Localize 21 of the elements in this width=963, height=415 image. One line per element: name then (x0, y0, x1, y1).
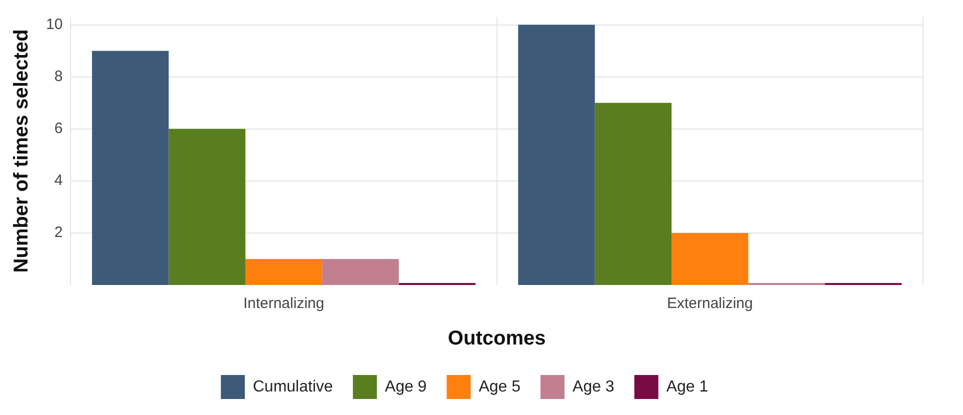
legend-label: Age 1 (666, 378, 708, 396)
y-tick-label: 6 (54, 120, 63, 138)
bar (92, 50, 169, 285)
x-tick-label: Externalizing (666, 295, 753, 312)
bar (168, 128, 246, 285)
bar (245, 258, 322, 285)
bar (594, 102, 672, 285)
legend-label: Cumulative (252, 378, 333, 396)
legend-label: Age 3 (572, 378, 614, 396)
bar (672, 232, 748, 285)
y-tick-label: 10 (46, 16, 63, 33)
bar (322, 258, 399, 285)
x-tick-label: Internalizing (243, 295, 324, 312)
x-axis-title: Outcomes (448, 328, 546, 350)
y-tick-label: 8 (54, 68, 63, 85)
y-axis-title: Number of times selected (10, 29, 33, 273)
y-tick-label: 2 (54, 224, 63, 242)
legend-label: Age 9 (384, 378, 427, 396)
y-tick-label: 4 (54, 172, 63, 190)
bar (518, 24, 595, 285)
legend-label: Age 5 (478, 378, 521, 396)
